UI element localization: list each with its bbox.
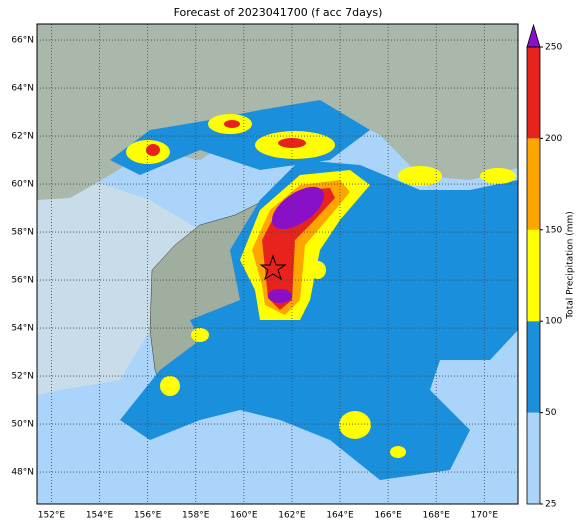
colorbar-tick-label: 100 [545, 317, 562, 327]
lat-tick-label: 52°N [11, 372, 34, 382]
colorbar-tick-label: 50 [545, 408, 557, 418]
lon-tick-label: 168°E [423, 511, 451, 521]
lat-tick-label: 60°N [11, 180, 34, 190]
lon-tick-label: 162°E [278, 511, 306, 521]
lat-tick-label: 50°N [11, 420, 34, 430]
colorbar-segment [527, 229, 540, 322]
lat-tick-label: 64°N [11, 84, 34, 94]
lon-tick-label: 152°E [38, 511, 66, 521]
colorbar-segment [527, 321, 540, 413]
precip-250 [271, 186, 325, 230]
precip-red-blobs [146, 120, 306, 156]
lat-tick-label: 48°N [11, 468, 34, 478]
map-layers [37, 24, 518, 504]
colorbar-tick-label: 200 [545, 134, 562, 144]
title: Forecast of 2023041700 (f acc 7days) [174, 6, 383, 19]
colorbar-segment [527, 47, 540, 139]
location-star [259, 254, 287, 281]
colorbar-tick-label: 25 [545, 500, 556, 510]
colorbar-segment [527, 138, 540, 230]
lat-tick-label: 58°N [11, 228, 34, 238]
graticule: 152°E 154°E 156°E 158°E 160°E 162°E 164°E 166°E… [11, 24, 518, 521]
colorbar-label: Total Precipitation (mm) [566, 211, 576, 320]
colorbar-tick-label: 150 [545, 225, 562, 235]
lon-tick-label: 158°E [182, 511, 210, 521]
lat-tick-label: 54°N [11, 324, 34, 334]
lon-tick-label: 166°E [374, 511, 402, 521]
lon-tick-label: 160°E [230, 511, 258, 521]
lon-tick-label: 156°E [134, 511, 162, 521]
lat-tick-label: 66°N [11, 36, 34, 46]
colorbar-frame [526, 46, 541, 505]
lat-tick-label: 56°N [11, 276, 34, 286]
colorbar-extend [526, 23, 541, 48]
lat-tick-label: 62°N [11, 132, 34, 142]
precip-250 [268, 289, 292, 303]
precip-50 [120, 160, 518, 480]
lon-tick-label: 170°E [471, 511, 499, 521]
lon-tick-label: 154°E [86, 511, 114, 521]
map-frame [36, 23, 519, 505]
lon-tick-label: 164°E [326, 511, 354, 521]
colorbar: 25 50 100 150 200 250 [526, 23, 562, 510]
sea-okhotsk [37, 180, 200, 395]
colorbar-tick-label: 250 [545, 43, 562, 53]
colorbar-segment [527, 412, 540, 504]
